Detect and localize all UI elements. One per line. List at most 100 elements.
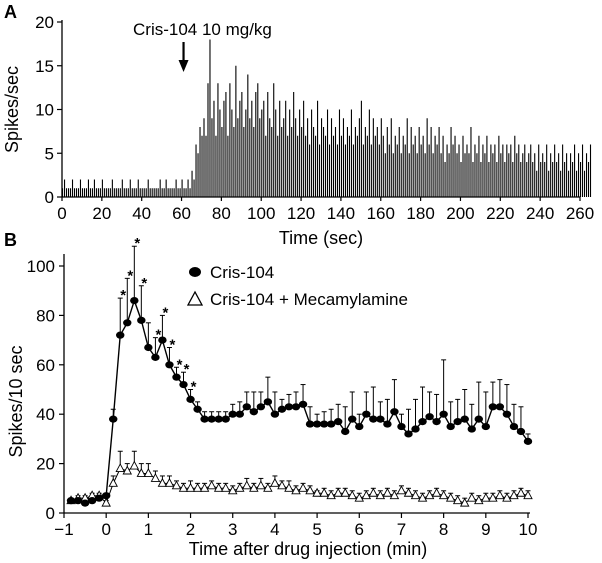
histogram-bar	[462, 135, 464, 197]
histogram-bar	[432, 153, 434, 197]
histogram-bar	[269, 118, 271, 197]
data-point	[333, 418, 343, 426]
legend-open-triangle-icon	[186, 290, 204, 306]
data-point	[291, 485, 301, 495]
histogram-bar	[418, 127, 420, 197]
histogram-bar	[340, 135, 343, 197]
data-point	[123, 319, 132, 327]
histogram-bar	[219, 109, 221, 197]
histogram-bar	[354, 127, 356, 197]
data-point	[221, 415, 230, 423]
data-point	[459, 497, 470, 507]
data-point	[206, 480, 217, 490]
histogram-bar	[356, 135, 358, 197]
x-tick-label: 1	[144, 520, 153, 539]
y-tick-label: 10	[35, 101, 54, 120]
histogram-bar	[261, 109, 263, 197]
data-point	[403, 487, 414, 497]
x-tick-label: 7	[397, 520, 406, 539]
data-point	[424, 490, 435, 500]
y-tick-label: 5	[45, 144, 54, 163]
data-point	[87, 497, 97, 505]
data-point	[481, 422, 491, 431]
histogram-bar	[576, 170, 578, 197]
histogram-bar	[334, 127, 337, 197]
histogram-bar	[402, 135, 404, 197]
panel-b-y-ticks: 0 20 40 60 80 100	[27, 257, 64, 523]
data-point	[410, 490, 421, 500]
y-tick-label: 0	[46, 504, 55, 523]
panel-a-x-ticks: 0 20 40 60 80 100 120 140 160 180 200 220 240 260	[57, 197, 594, 223]
histogram-bar	[326, 109, 329, 197]
histogram-bar	[589, 144, 592, 197]
significance-star: *	[141, 275, 147, 292]
data-point	[312, 420, 322, 428]
data-point	[263, 482, 273, 492]
data-point	[109, 415, 118, 423]
panel-b-series: ******** **	[66, 235, 533, 507]
histogram-bar	[193, 179, 195, 197]
data-point	[362, 410, 371, 418]
data-point	[474, 415, 483, 423]
panel-a-x-axis-title: Time (sec)	[279, 228, 363, 248]
histogram-bar	[330, 118, 333, 197]
histogram-bar	[97, 188, 99, 197]
histogram-bar	[516, 153, 518, 197]
data-point	[445, 492, 456, 502]
histogram-bar	[117, 188, 119, 197]
histogram-bar	[484, 153, 486, 197]
histogram-bar	[520, 162, 522, 197]
data-point	[411, 425, 420, 433]
histogram-bar	[498, 135, 500, 197]
x-tick-label: 40	[132, 204, 151, 223]
histogram-bar	[229, 83, 231, 197]
histogram-bar	[438, 127, 440, 197]
histogram-bar	[502, 144, 504, 197]
histogram-bar	[504, 162, 506, 197]
histogram-bar	[366, 135, 368, 197]
histogram-bar	[398, 127, 400, 197]
y-tick-label: 20	[36, 455, 55, 474]
histogram-bar	[217, 83, 219, 197]
y-tick-label: 15	[35, 57, 54, 76]
significance-star: *	[177, 356, 183, 373]
data-point	[193, 405, 202, 413]
histogram-bar	[583, 170, 586, 197]
x-tick-label: −1	[54, 520, 73, 539]
histogram-bar	[291, 127, 293, 197]
data-point	[305, 420, 315, 428]
histogram-bar	[255, 92, 257, 197]
data-point	[319, 420, 329, 428]
histogram-bar	[195, 144, 197, 197]
data-point	[220, 482, 231, 492]
histogram-bar	[526, 162, 528, 197]
data-point	[122, 465, 133, 475]
data-point	[389, 490, 400, 500]
histogram-bar	[67, 188, 70, 197]
histogram-bar	[307, 118, 309, 197]
histogram-bar	[466, 144, 468, 197]
data-point	[298, 400, 308, 408]
histogram-bar	[456, 153, 458, 197]
data-point	[467, 492, 477, 502]
x-tick-label: 200	[446, 204, 474, 223]
data-point	[179, 380, 188, 389]
data-point	[136, 468, 147, 477]
histogram-bar	[508, 153, 510, 197]
histogram-bar	[149, 188, 151, 197]
data-point	[143, 468, 154, 477]
data-point	[369, 415, 378, 423]
data-point	[312, 487, 322, 497]
histogram-bar	[468, 153, 470, 197]
histogram-bar	[81, 188, 84, 197]
data-point	[425, 413, 434, 421]
data-point	[242, 403, 251, 411]
x-tick-label: 6	[355, 520, 364, 539]
histogram-bar	[159, 179, 161, 197]
data-point	[129, 460, 140, 470]
data-point	[214, 415, 223, 423]
data-point	[172, 373, 181, 381]
significance-star: *	[127, 267, 133, 284]
histogram-bar	[548, 170, 550, 197]
